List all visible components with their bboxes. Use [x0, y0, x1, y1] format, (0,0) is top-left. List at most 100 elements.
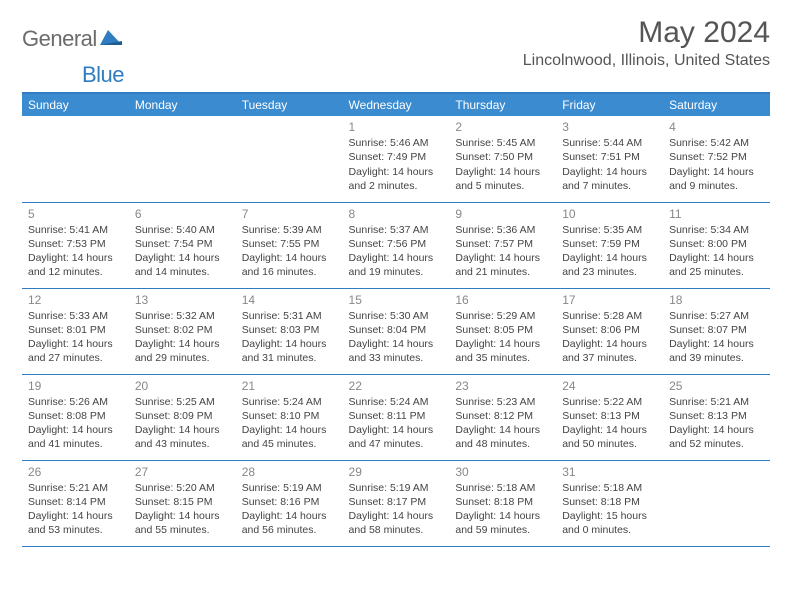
- day-header: Wednesday: [343, 94, 450, 116]
- calendar-cell: 3Sunrise: 5:44 AMSunset: 7:51 PMDaylight…: [556, 116, 663, 202]
- sunrise-line: Sunrise: 5:40 AM: [135, 223, 230, 237]
- sunrise-line: Sunrise: 5:18 AM: [455, 481, 550, 495]
- calendar-cell: 1Sunrise: 5:46 AMSunset: 7:49 PMDaylight…: [343, 116, 450, 202]
- day-number: 27: [135, 464, 230, 480]
- daylight-line: Daylight: 14 hours and 41 minutes.: [28, 423, 123, 451]
- calendar-cell: 14Sunrise: 5:31 AMSunset: 8:03 PMDayligh…: [236, 288, 343, 374]
- daylight-line: Daylight: 14 hours and 47 minutes.: [349, 423, 444, 451]
- calendar-cell: 15Sunrise: 5:30 AMSunset: 8:04 PMDayligh…: [343, 288, 450, 374]
- daylight-line: Daylight: 14 hours and 21 minutes.: [455, 251, 550, 279]
- sunset-line: Sunset: 8:03 PM: [242, 323, 337, 337]
- day-number: 28: [242, 464, 337, 480]
- sunrise-line: Sunrise: 5:33 AM: [28, 309, 123, 323]
- title-block: May 2024 Lincolnwood, Illinois, United S…: [523, 16, 770, 70]
- daylight-line: Daylight: 14 hours and 50 minutes.: [562, 423, 657, 451]
- daylight-line: Daylight: 14 hours and 14 minutes.: [135, 251, 230, 279]
- day-header: Monday: [129, 94, 236, 116]
- day-number: 8: [349, 206, 444, 222]
- sunrise-line: Sunrise: 5:45 AM: [455, 136, 550, 150]
- calendar-cell: 25Sunrise: 5:21 AMSunset: 8:13 PMDayligh…: [663, 374, 770, 460]
- calendar-cell: 12Sunrise: 5:33 AMSunset: 8:01 PMDayligh…: [22, 288, 129, 374]
- daylight-line: Daylight: 14 hours and 33 minutes.: [349, 337, 444, 365]
- sunrise-line: Sunrise: 5:26 AM: [28, 395, 123, 409]
- sunset-line: Sunset: 7:51 PM: [562, 150, 657, 164]
- sunrise-line: Sunrise: 5:36 AM: [455, 223, 550, 237]
- day-number: 16: [455, 292, 550, 308]
- calendar-cell: [22, 116, 129, 202]
- day-number: 30: [455, 464, 550, 480]
- calendar-row: 1Sunrise: 5:46 AMSunset: 7:49 PMDaylight…: [22, 116, 770, 202]
- daylight-line: Daylight: 14 hours and 48 minutes.: [455, 423, 550, 451]
- sunrise-line: Sunrise: 5:31 AM: [242, 309, 337, 323]
- sunset-line: Sunset: 8:09 PM: [135, 409, 230, 423]
- sunrise-line: Sunrise: 5:28 AM: [562, 309, 657, 323]
- day-header: Saturday: [663, 94, 770, 116]
- day-number: 23: [455, 378, 550, 394]
- daylight-line: Daylight: 14 hours and 12 minutes.: [28, 251, 123, 279]
- daylight-line: Daylight: 14 hours and 27 minutes.: [28, 337, 123, 365]
- sunset-line: Sunset: 8:00 PM: [669, 237, 764, 251]
- sunset-line: Sunset: 8:17 PM: [349, 495, 444, 509]
- daylight-line: Daylight: 14 hours and 31 minutes.: [242, 337, 337, 365]
- sunrise-line: Sunrise: 5:21 AM: [28, 481, 123, 495]
- daylight-line: Daylight: 14 hours and 2 minutes.: [349, 165, 444, 193]
- sunset-line: Sunset: 8:18 PM: [455, 495, 550, 509]
- sunrise-line: Sunrise: 5:27 AM: [669, 309, 764, 323]
- sunset-line: Sunset: 8:13 PM: [669, 409, 764, 423]
- calendar-cell: 24Sunrise: 5:22 AMSunset: 8:13 PMDayligh…: [556, 374, 663, 460]
- day-number: 29: [349, 464, 444, 480]
- sunrise-line: Sunrise: 5:18 AM: [562, 481, 657, 495]
- calendar-cell: 28Sunrise: 5:19 AMSunset: 8:16 PMDayligh…: [236, 460, 343, 546]
- day-number: 10: [562, 206, 657, 222]
- day-number: 11: [669, 206, 764, 222]
- calendar-row: 26Sunrise: 5:21 AMSunset: 8:14 PMDayligh…: [22, 460, 770, 546]
- sunset-line: Sunset: 7:50 PM: [455, 150, 550, 164]
- sunset-line: Sunset: 8:08 PM: [28, 409, 123, 423]
- calendar-table: SundayMondayTuesdayWednesdayThursdayFrid…: [22, 94, 770, 547]
- sunset-line: Sunset: 7:56 PM: [349, 237, 444, 251]
- sunset-line: Sunset: 8:10 PM: [242, 409, 337, 423]
- daylight-line: Daylight: 15 hours and 0 minutes.: [562, 509, 657, 537]
- calendar-cell: 21Sunrise: 5:24 AMSunset: 8:10 PMDayligh…: [236, 374, 343, 460]
- day-number: 17: [562, 292, 657, 308]
- day-number: 20: [135, 378, 230, 394]
- day-number: 4: [669, 119, 764, 135]
- sunrise-line: Sunrise: 5:24 AM: [242, 395, 337, 409]
- sunset-line: Sunset: 8:04 PM: [349, 323, 444, 337]
- sunset-line: Sunset: 8:11 PM: [349, 409, 444, 423]
- sunset-line: Sunset: 7:59 PM: [562, 237, 657, 251]
- calendar-cell: 18Sunrise: 5:27 AMSunset: 8:07 PMDayligh…: [663, 288, 770, 374]
- daylight-line: Daylight: 14 hours and 16 minutes.: [242, 251, 337, 279]
- sunset-line: Sunset: 8:06 PM: [562, 323, 657, 337]
- daylight-line: Daylight: 14 hours and 9 minutes.: [669, 165, 764, 193]
- day-header: Friday: [556, 94, 663, 116]
- day-number: 1: [349, 119, 444, 135]
- location-text: Lincolnwood, Illinois, United States: [523, 52, 770, 70]
- daylight-line: Daylight: 14 hours and 25 minutes.: [669, 251, 764, 279]
- calendar-cell: 8Sunrise: 5:37 AMSunset: 7:56 PMDaylight…: [343, 202, 450, 288]
- calendar-cell: 13Sunrise: 5:32 AMSunset: 8:02 PMDayligh…: [129, 288, 236, 374]
- daylight-line: Daylight: 14 hours and 19 minutes.: [349, 251, 444, 279]
- sunset-line: Sunset: 7:53 PM: [28, 237, 123, 251]
- daylight-line: Daylight: 14 hours and 56 minutes.: [242, 509, 337, 537]
- day-number: 21: [242, 378, 337, 394]
- sunrise-line: Sunrise: 5:24 AM: [349, 395, 444, 409]
- sunrise-line: Sunrise: 5:21 AM: [669, 395, 764, 409]
- day-number: 12: [28, 292, 123, 308]
- sunset-line: Sunset: 8:07 PM: [669, 323, 764, 337]
- sunset-line: Sunset: 7:49 PM: [349, 150, 444, 164]
- daylight-line: Daylight: 14 hours and 43 minutes.: [135, 423, 230, 451]
- day-number: 6: [135, 206, 230, 222]
- sunrise-line: Sunrise: 5:29 AM: [455, 309, 550, 323]
- sunset-line: Sunset: 8:05 PM: [455, 323, 550, 337]
- logo: General: [22, 16, 124, 52]
- day-header: Sunday: [22, 94, 129, 116]
- logo-text-general: General: [22, 26, 97, 52]
- calendar-cell: 7Sunrise: 5:39 AMSunset: 7:55 PMDaylight…: [236, 202, 343, 288]
- day-number: 13: [135, 292, 230, 308]
- calendar-cell: 20Sunrise: 5:25 AMSunset: 8:09 PMDayligh…: [129, 374, 236, 460]
- sunrise-line: Sunrise: 5:19 AM: [242, 481, 337, 495]
- daylight-line: Daylight: 14 hours and 59 minutes.: [455, 509, 550, 537]
- day-number: 5: [28, 206, 123, 222]
- day-number: 2: [455, 119, 550, 135]
